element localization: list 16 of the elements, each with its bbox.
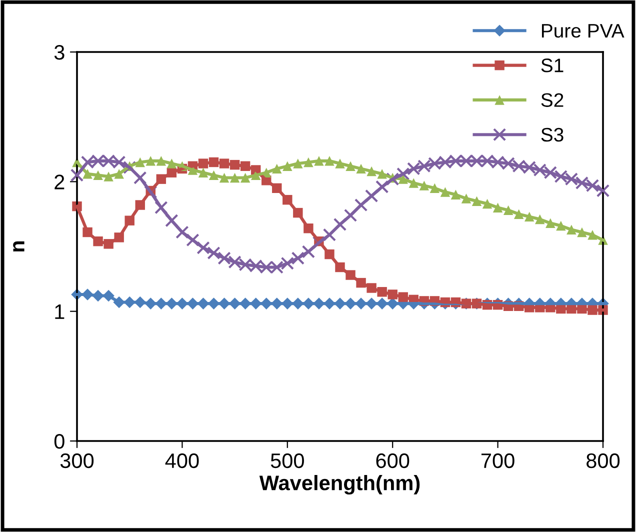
x-tick-label: 400	[165, 453, 199, 468]
legend-label: S1	[541, 58, 564, 72]
x-tick-label: 500	[270, 453, 304, 468]
x-tick-label: 600	[376, 453, 410, 468]
x-tick-label: 700	[481, 453, 514, 468]
legend-label: S2	[541, 93, 564, 107]
y-tick-label: 3	[54, 45, 64, 60]
x-tick-label: 300	[60, 453, 94, 468]
legend-label: S3	[541, 128, 564, 142]
y-tick-label: 1	[55, 304, 64, 319]
x-axis-title: Wavelength(nm)	[259, 475, 420, 495]
y-tick-label: 2	[54, 174, 64, 190]
x-tick-label: 800	[586, 453, 620, 468]
y-axis-title: n	[13, 241, 24, 252]
legend-label: Pure PVA	[542, 24, 624, 38]
y-tick-label: 0	[54, 434, 64, 449]
